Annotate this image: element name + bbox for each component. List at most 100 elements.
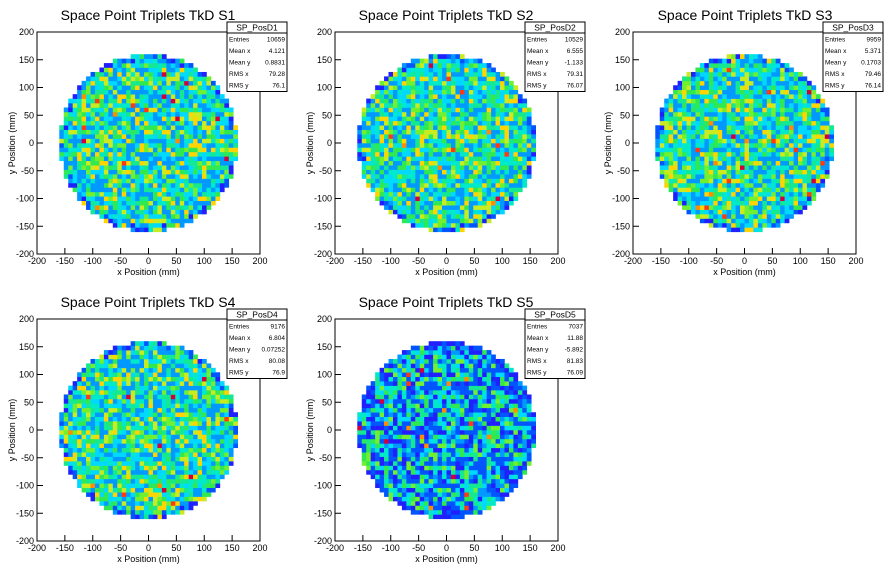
heatmap-cell	[206, 94, 212, 99]
heatmap-cell	[401, 116, 407, 122]
heatmap-cell	[94, 447, 100, 453]
heatmap-cell	[464, 178, 470, 184]
heatmap-cell	[731, 54, 736, 59]
heatmap-cell	[206, 487, 212, 493]
heatmap-cell	[713, 67, 719, 73]
heatmap-cell	[170, 465, 176, 471]
heatmap-cell	[455, 205, 461, 210]
heatmap-cell	[433, 222, 438, 228]
heatmap-cell	[708, 143, 714, 148]
heatmap-cell	[690, 191, 696, 197]
heatmap-cell	[184, 496, 189, 502]
heatmap-cell	[157, 465, 163, 471]
heatmap-cell	[740, 54, 745, 59]
heatmap-cell	[188, 209, 194, 215]
heatmap-cell	[130, 430, 136, 435]
heatmap-cell	[815, 143, 821, 148]
heatmap-cell	[477, 143, 483, 148]
heatmap-cell	[228, 425, 234, 431]
heatmap-cell	[148, 222, 154, 228]
heatmap-cell	[424, 178, 429, 184]
heatmap-cell	[686, 178, 692, 184]
heatmap-cell	[384, 85, 389, 91]
heatmap-cell	[197, 421, 203, 426]
heatmap-cell	[726, 134, 732, 139]
heatmap-cell	[81, 398, 87, 404]
heatmap-cell	[473, 191, 479, 197]
heatmap-cell	[188, 191, 194, 197]
heatmap-cell	[139, 147, 145, 153]
heatmap-cell	[157, 398, 163, 404]
heatmap-cell	[771, 174, 777, 179]
heatmap-cell	[81, 85, 87, 91]
heatmap-cell	[375, 160, 380, 166]
heatmap-cell	[68, 398, 73, 404]
heatmap-cell	[197, 71, 203, 77]
heatmap-cell	[130, 71, 136, 77]
heatmap-cell	[753, 54, 759, 59]
heatmap-cell	[811, 151, 817, 157]
heatmap-cell	[673, 178, 678, 184]
heatmap-cell	[699, 205, 705, 210]
heatmap-cell	[77, 447, 82, 453]
heatmap-cell	[513, 169, 519, 175]
heatmap-cell	[170, 80, 176, 86]
heatmap-cell	[392, 76, 398, 82]
heatmap-cell	[188, 425, 194, 431]
heatmap-cell	[175, 80, 181, 86]
heatmap-cell	[175, 390, 181, 395]
heatmap-cell	[144, 116, 149, 122]
heatmap-cell	[495, 178, 501, 184]
heatmap-cell	[166, 107, 172, 113]
heatmap-cell	[357, 151, 363, 157]
heatmap-cell	[753, 147, 759, 153]
heatmap-cell	[410, 116, 416, 122]
heatmap-cell	[148, 94, 154, 99]
heatmap-cell	[126, 200, 131, 206]
heatmap-cell	[726, 214, 732, 219]
heatmap-cell	[90, 129, 96, 135]
heatmap-cell	[437, 147, 443, 153]
heatmap-cell	[784, 116, 790, 122]
heatmap-cell	[94, 165, 100, 170]
heatmap-cell	[188, 103, 194, 108]
heatmap-cell	[68, 103, 73, 108]
heatmap-cell	[224, 443, 230, 449]
heatmap-cell	[677, 151, 683, 157]
heatmap-cell	[157, 138, 163, 144]
heatmap-cell	[419, 67, 425, 73]
heatmap-cell	[210, 94, 216, 99]
heatmap-cell	[370, 160, 376, 166]
heatmap-cell	[179, 421, 185, 426]
heatmap-cell	[526, 143, 532, 148]
heatmap-cell	[526, 107, 532, 113]
heatmap-cell	[704, 76, 710, 82]
heatmap-cell	[130, 218, 136, 224]
heatmap-cell	[108, 447, 114, 453]
heatmap-cell	[108, 456, 114, 462]
heatmap-cell	[219, 465, 225, 471]
heatmap-cell	[455, 160, 461, 166]
heatmap-cell	[130, 63, 136, 68]
heatmap-cell	[513, 107, 519, 113]
heatmap-cell	[188, 474, 194, 480]
heatmap-cell	[210, 80, 216, 86]
heatmap-cell	[152, 63, 158, 68]
heatmap-cell	[157, 514, 163, 520]
heatmap-cell	[166, 116, 172, 122]
heatmap-cell	[744, 169, 750, 175]
heatmap-cell	[103, 165, 109, 170]
heatmap-cell	[495, 191, 501, 197]
heatmap-cell	[757, 169, 763, 175]
heatmap-cell	[63, 403, 69, 409]
heatmap-cell	[517, 156, 523, 162]
heatmap-cell	[748, 120, 754, 126]
heatmap-cell	[121, 191, 127, 197]
heatmap-cell	[789, 178, 794, 184]
heatmap-cell	[815, 165, 821, 170]
heatmap-cell	[157, 443, 163, 449]
y-tick-label: 150	[317, 55, 332, 65]
heatmap-cell	[161, 385, 167, 391]
heatmap-cell	[789, 196, 794, 202]
heatmap-cell	[161, 116, 167, 122]
